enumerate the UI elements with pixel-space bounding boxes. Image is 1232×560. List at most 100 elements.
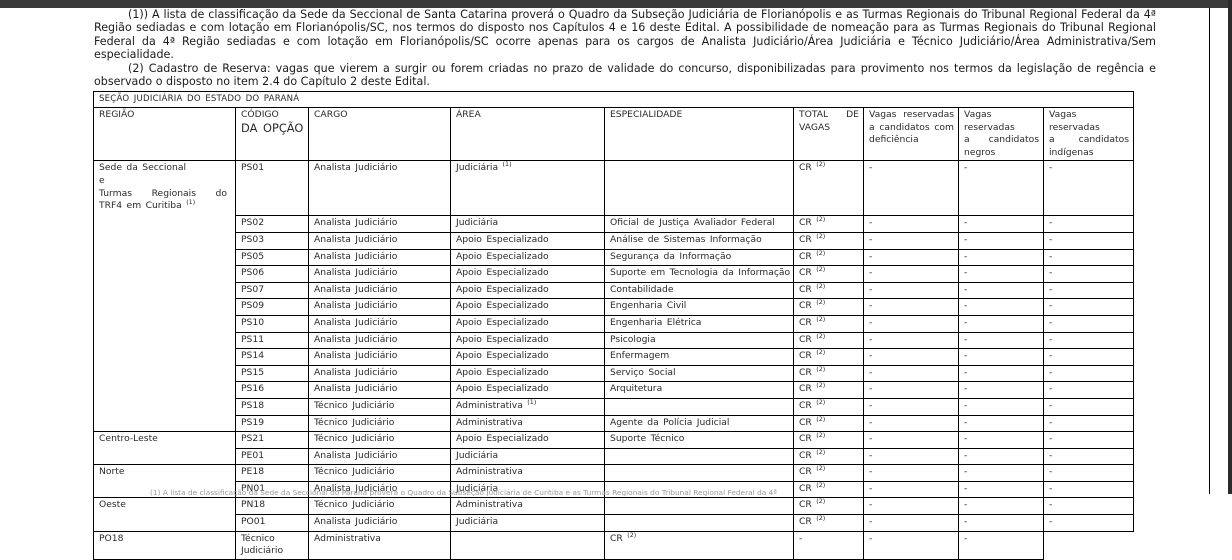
cell-cargo: Técnico Judiciário — [308, 397, 451, 416]
cell-vagas-indigenas: - — [1042, 314, 1135, 333]
cell-vagas-indigenas: - — [1042, 331, 1135, 350]
regiao-line-2: e — [99, 174, 105, 186]
cell-vagas-indigenas: - — [1042, 464, 1135, 482]
cell-vagas-pcd: - — [863, 314, 959, 333]
cell-especialidade: Agente da Polícia Judicial — [604, 414, 794, 433]
col-header-cargo: CARGO — [308, 106, 451, 162]
cell-especialidade: Engenharia Civil — [604, 298, 794, 316]
cell-total-vagas: CR (2) — [793, 464, 864, 482]
cell-vagas-pcd: - — [863, 364, 959, 383]
col-header-codigo-line1: CÓDIGO — [241, 109, 279, 120]
cell-total-vagas: CR (2) — [793, 231, 864, 250]
footnote-marker: (2) — [816, 265, 826, 274]
col-header-codigo-line2: DA OPÇÃO — [241, 120, 304, 135]
cell-area: Judiciária (1) — [450, 160, 605, 217]
col-header-especialidade: ESPECIALIDADE — [604, 106, 794, 162]
cell-vagas-pcd: - — [863, 265, 959, 283]
cell-vagas-negros: - — [958, 364, 1044, 383]
cell-especialidade — [604, 464, 794, 482]
cell-regiao: Oeste — [93, 497, 236, 532]
cell-cargo: Analista Judiciário — [308, 281, 451, 300]
col-header-vagas-pcd-line2: a candidatos com — [869, 121, 954, 133]
col-header-vagas-negros-line2: a candidatos — [964, 134, 1039, 146]
footnote-marker: (2) — [816, 315, 826, 323]
cell-vagas-indigenas: - — [1042, 397, 1135, 416]
col-header-vagas-negros: Vagas reservadas a candidatos negros — [958, 106, 1044, 162]
cell-vagas-negros: - — [958, 464, 1044, 482]
cell-vagas-negros: - — [958, 348, 1044, 366]
cell-area: Apoio Especializado — [450, 265, 605, 283]
cell-area: Judiciária — [450, 215, 605, 233]
cell-codigo: PS06 — [235, 265, 309, 283]
cell-vagas-negros: - — [958, 160, 1044, 217]
cell-vagas-negros: - — [958, 447, 1044, 466]
cell-vagas-pcd: - — [863, 381, 959, 399]
cell-codigo: PS21 — [235, 431, 309, 449]
cell-codigo: PS05 — [235, 248, 309, 267]
cell-vagas-negros: - — [958, 314, 1044, 333]
cell-area: Apoio Especializado — [450, 348, 605, 366]
col-header-total-vagas-line1: TOTAL DE — [799, 109, 859, 120]
cell-total-vagas: CR (2) — [793, 265, 864, 283]
cell-vagas-indigenas: - — [1042, 447, 1135, 466]
cell-especialidade: Contabilidade — [604, 281, 794, 300]
col-header-vagas-pcd: Vagas reservadas a candidatos com defici… — [863, 106, 959, 162]
cell-vagas-negros: - — [958, 281, 1044, 300]
table-row: PS14 Analista Judiciário Apoio Especializa… — [94, 348, 1135, 366]
table-row: PS15 Analista Judiciário Apoio Especializa… — [94, 364, 1135, 383]
cell-vagas-pcd: - — [863, 348, 959, 366]
cell-area: Administrativa — [450, 464, 605, 482]
cell-area: Apoio Especializado — [450, 431, 605, 449]
cell-vagas-indigenas: - — [1042, 364, 1135, 383]
cell-vagas-pcd: - — [863, 397, 959, 416]
table-row: Centro-Leste PS21 Técnico Judiciário Apoio … — [93, 431, 1135, 466]
cell-codigo: PS02 — [235, 215, 309, 233]
footnote-marker: (2) — [816, 514, 826, 522]
cell-codigo: PS09 — [235, 298, 309, 316]
cell-area: Apoio Especializado — [450, 231, 605, 250]
cell-vagas-indigenas: - — [1042, 231, 1135, 250]
cell-cargo: Analista Judiciário — [308, 248, 451, 267]
cell-vagas-pcd: - — [863, 464, 959, 482]
cell-total-vagas: CR (2) — [793, 381, 864, 399]
document-page: (1)) A lista de classificação da Sede da… — [0, 8, 1210, 560]
cell-vagas-indigenas: - — [1042, 414, 1135, 433]
cell-cargo: Analista Judiciário — [308, 364, 451, 383]
cell-vagas-negros: - — [863, 530, 959, 560]
footnote-marker: (2) — [816, 348, 826, 357]
cell-cargo: Analista Judiciário — [308, 447, 451, 466]
cell-vagas-indigenas: - — [1042, 381, 1135, 399]
table-row: PS19 Técnico Judiciário Administrativa Agen… — [94, 414, 1135, 433]
cell-total-vagas: CR (2) — [793, 314, 864, 333]
cell-especialidade: Suporte Técnico — [604, 431, 794, 449]
footnote-marker: (2) — [816, 448, 826, 456]
footnote-marker: (2) — [816, 232, 826, 240]
cell-especialidade — [604, 397, 794, 416]
cell-vagas-indigenas: - — [1042, 281, 1135, 300]
col-header-vagas-indigenas: Vagas reservadas a candidatos indígenas — [1042, 106, 1135, 162]
table-row: PS11 Analista Judiciário Apoio Especializa… — [94, 331, 1135, 350]
cell-area: Administrativa (1) — [450, 397, 605, 416]
cell-codigo: PO18 — [93, 530, 236, 560]
cell-area: Apoio Especializado — [450, 281, 605, 300]
cell-area: Administrativa — [450, 414, 605, 433]
cell-especialidade: Serviço Social — [604, 364, 794, 383]
cell-codigo: PS14 — [235, 348, 309, 366]
cell-especialidade — [604, 497, 794, 516]
note-1-marker: (1) — [128, 8, 144, 21]
cell-vagas-indigenas: - — [1042, 514, 1135, 532]
cell-cargo: Analista Judiciário — [308, 348, 451, 366]
cell-vagas-pcd: - — [863, 431, 959, 449]
footnote-marker: (2) — [816, 249, 826, 257]
cell-vagas-negros: - — [958, 514, 1044, 532]
cell-regiao: Norte — [93, 464, 236, 499]
cell-vagas-negros: - — [958, 431, 1044, 449]
note-1: (1)) A lista de classificação da Sede da… — [94, 8, 1156, 62]
cell-vagas-pcd: - — [863, 497, 959, 516]
cell-vagas-pcd: - — [863, 298, 959, 316]
col-header-area: ÁREA — [450, 106, 605, 162]
table-row: PS05 Analista Judiciário Apoio Especializa… — [94, 248, 1135, 267]
cell-vagas-pcd: - — [793, 530, 864, 560]
cell-area: Judiciária — [450, 447, 605, 466]
cell-codigo: PS16 — [235, 381, 309, 399]
